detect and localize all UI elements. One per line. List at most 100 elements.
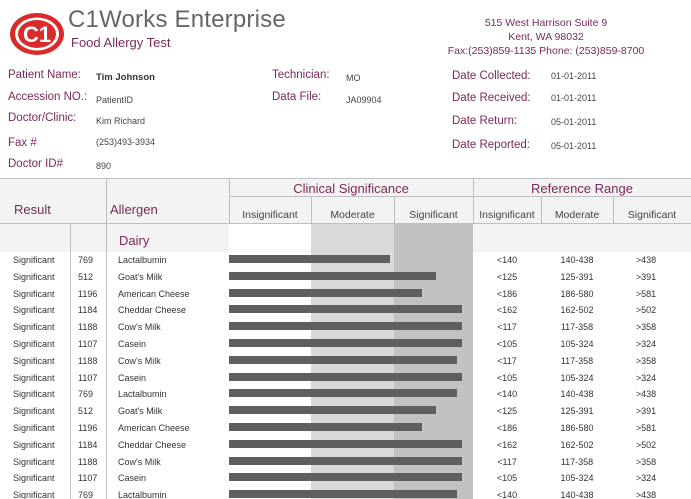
- allergen-cell: Casein: [118, 338, 147, 349]
- reference-insignificant-cell: <117: [497, 456, 517, 467]
- reference-range-header: Reference Range: [531, 181, 633, 196]
- allergen-cell: Cow's Milk: [118, 456, 161, 467]
- reference-moderate-cell: 117-358: [560, 322, 594, 333]
- date-received-value: 01-01-2011: [551, 93, 597, 103]
- patient-name: Tim Johnson: [96, 72, 155, 83]
- result-cell: Significant: [13, 422, 55, 433]
- allergen-cell: Goat's Milk: [118, 406, 163, 417]
- reference-insignificant-cell: <140: [496, 255, 518, 265]
- result-cell: Significant: [13, 372, 55, 383]
- doctor-id-value: 890: [96, 161, 112, 171]
- reference-significant-cell: >324: [635, 473, 657, 484]
- significance-bar: [229, 288, 422, 297]
- table-row: Significant 1184 Cheddar Cheese <162 162-502…: [0, 437, 691, 454]
- value-cell: 1184: [78, 439, 98, 450]
- significance-bar: [229, 372, 462, 381]
- reference-significant-cell: >438: [635, 255, 657, 265]
- reference-moderate-cell: 162-502: [560, 439, 594, 450]
- reference-moderate-cell: 105-324: [560, 372, 594, 383]
- reference-insignificant-cell: <117: [497, 322, 517, 333]
- reference-insignificant-cell: <125: [496, 271, 518, 282]
- value-cell: 1196: [78, 422, 98, 433]
- allergen-cell: Cheddar Cheese: [118, 439, 187, 450]
- reference-moderate-cell: 140-438: [560, 389, 594, 400]
- clinical-moderate-header: Moderate: [330, 209, 375, 221]
- table-row: Significant 769 Lactalbumin <140 140-438 >438: [0, 487, 691, 499]
- reference-moderate-cell: 105-324: [560, 338, 594, 349]
- table-row: Significant 1107 Casein <105 105-324 >324: [0, 336, 691, 353]
- reference-moderate-cell: 186-580: [560, 422, 594, 433]
- value-cell: 1107: [78, 372, 98, 383]
- significance-bar: [229, 406, 436, 415]
- table-row: Significant 512 Goat's Milk <125 125-391 >391: [0, 269, 691, 286]
- allergen-cell: Lactalbumin: [118, 490, 167, 499]
- reference-insignificant-cell: <105: [496, 338, 518, 349]
- value-cell: 1107: [78, 338, 98, 349]
- accession-label: Accession NO.:: [8, 91, 88, 103]
- logo-text: C1: [23, 22, 51, 47]
- table-row: Significant 1196 American Cheese <186 186-58…: [0, 420, 691, 437]
- reference-moderate-cell: 125-391: [560, 406, 594, 417]
- reference-insignificant-cell: <140: [496, 490, 518, 499]
- table-row: Significant 1188 Cow's Milk <117 117-358 >358: [0, 454, 691, 471]
- significance-bar: [229, 490, 457, 499]
- reference-significant-cell: >358: [635, 355, 657, 366]
- accession-value: PatientID: [96, 95, 134, 105]
- reference-moderate-cell: 140-438: [560, 255, 594, 265]
- reference-significant-cell: >324: [635, 338, 657, 349]
- result-cell: Significant: [13, 389, 55, 400]
- reference-moderate-cell: 117-358: [560, 456, 594, 467]
- reference-insignificant-cell: <186: [496, 422, 518, 433]
- significance-bar: [229, 271, 436, 280]
- table-row: Significant 769 Lactalbumin <140 140-438 >438: [0, 386, 691, 403]
- reference-insignificant-cell: <125: [496, 406, 518, 417]
- table-row: Significant 1188 Cow's Milk <117 117-358 >358: [0, 353, 691, 370]
- value-cell: 1188: [78, 322, 98, 333]
- reference-significant-cell: >391: [635, 406, 657, 417]
- fax-value: (253)493-3934: [96, 137, 156, 147]
- reference-moderate-cell: 186-580: [560, 288, 594, 299]
- result-cell: Significant: [13, 338, 55, 349]
- reference-moderate-cell: 140-438: [560, 490, 594, 499]
- allergen-cell: Cow's Milk: [118, 322, 161, 333]
- significance-bar: [229, 322, 462, 331]
- value-cell: 1107: [78, 473, 98, 484]
- reference-significant-cell: >581: [635, 288, 657, 299]
- significance-bar: [229, 439, 462, 448]
- result-cell: Significant: [13, 406, 55, 417]
- reference-insignificant-cell: <117: [497, 355, 517, 366]
- fax-label: Fax #: [8, 137, 37, 149]
- reference-moderate-cell: 125-391: [560, 271, 594, 282]
- value-cell: 769: [78, 255, 94, 265]
- date-collected-value: 01-01-2011: [551, 71, 597, 81]
- date-reported-value: 05-01-2011: [551, 141, 597, 151]
- allergen-cell: American Cheese: [118, 422, 190, 433]
- clinical-insignificant-header: Insignificant: [242, 209, 298, 221]
- reference-moderate-header: Moderate: [554, 209, 600, 221]
- technician-label: Technician:: [272, 69, 330, 81]
- reference-insignificant-header: Insignificant: [479, 209, 535, 221]
- table-row: Significant 1107 Casein <105 105-324 >324: [0, 470, 691, 487]
- significance-bar: [229, 305, 462, 314]
- data-file-label: Data File:: [272, 91, 322, 103]
- result-cell: Significant: [13, 255, 55, 265]
- significance-bar: [229, 389, 457, 398]
- allergen-cell: Cheddar Cheese: [118, 305, 187, 316]
- address-block: 515 West Harrison Suite 9 Kent, WA 98032…: [444, 16, 648, 58]
- allergen-cell: Casein: [118, 372, 147, 383]
- date-return-value: 05-01-2011: [551, 117, 597, 127]
- address-line-3: Fax:(253)859-1135 Phone: (253)859-8700: [447, 45, 645, 57]
- significance-bar: [229, 255, 390, 263]
- table-row: Significant 1188 Cow's Milk <117 117-358 >358: [0, 319, 691, 336]
- table-row: Significant 512 Goat's Milk <125 125-391 >391: [0, 403, 691, 420]
- results-table-body: Significant 769 Lactalbumin <140 140-438 >438…: [0, 252, 691, 499]
- significance-bar: [229, 456, 462, 465]
- doctor-id-label: Doctor ID#: [8, 158, 63, 170]
- doctor-label: Doctor/Clinic:: [8, 112, 77, 124]
- result-cell: Significant: [13, 456, 55, 467]
- result-cell: Significant: [13, 490, 55, 499]
- reference-insignificant-cell: <162: [496, 305, 518, 316]
- significance-bar: [229, 355, 457, 364]
- value-cell: 769: [78, 389, 94, 400]
- reference-significant-cell: >358: [635, 322, 657, 333]
